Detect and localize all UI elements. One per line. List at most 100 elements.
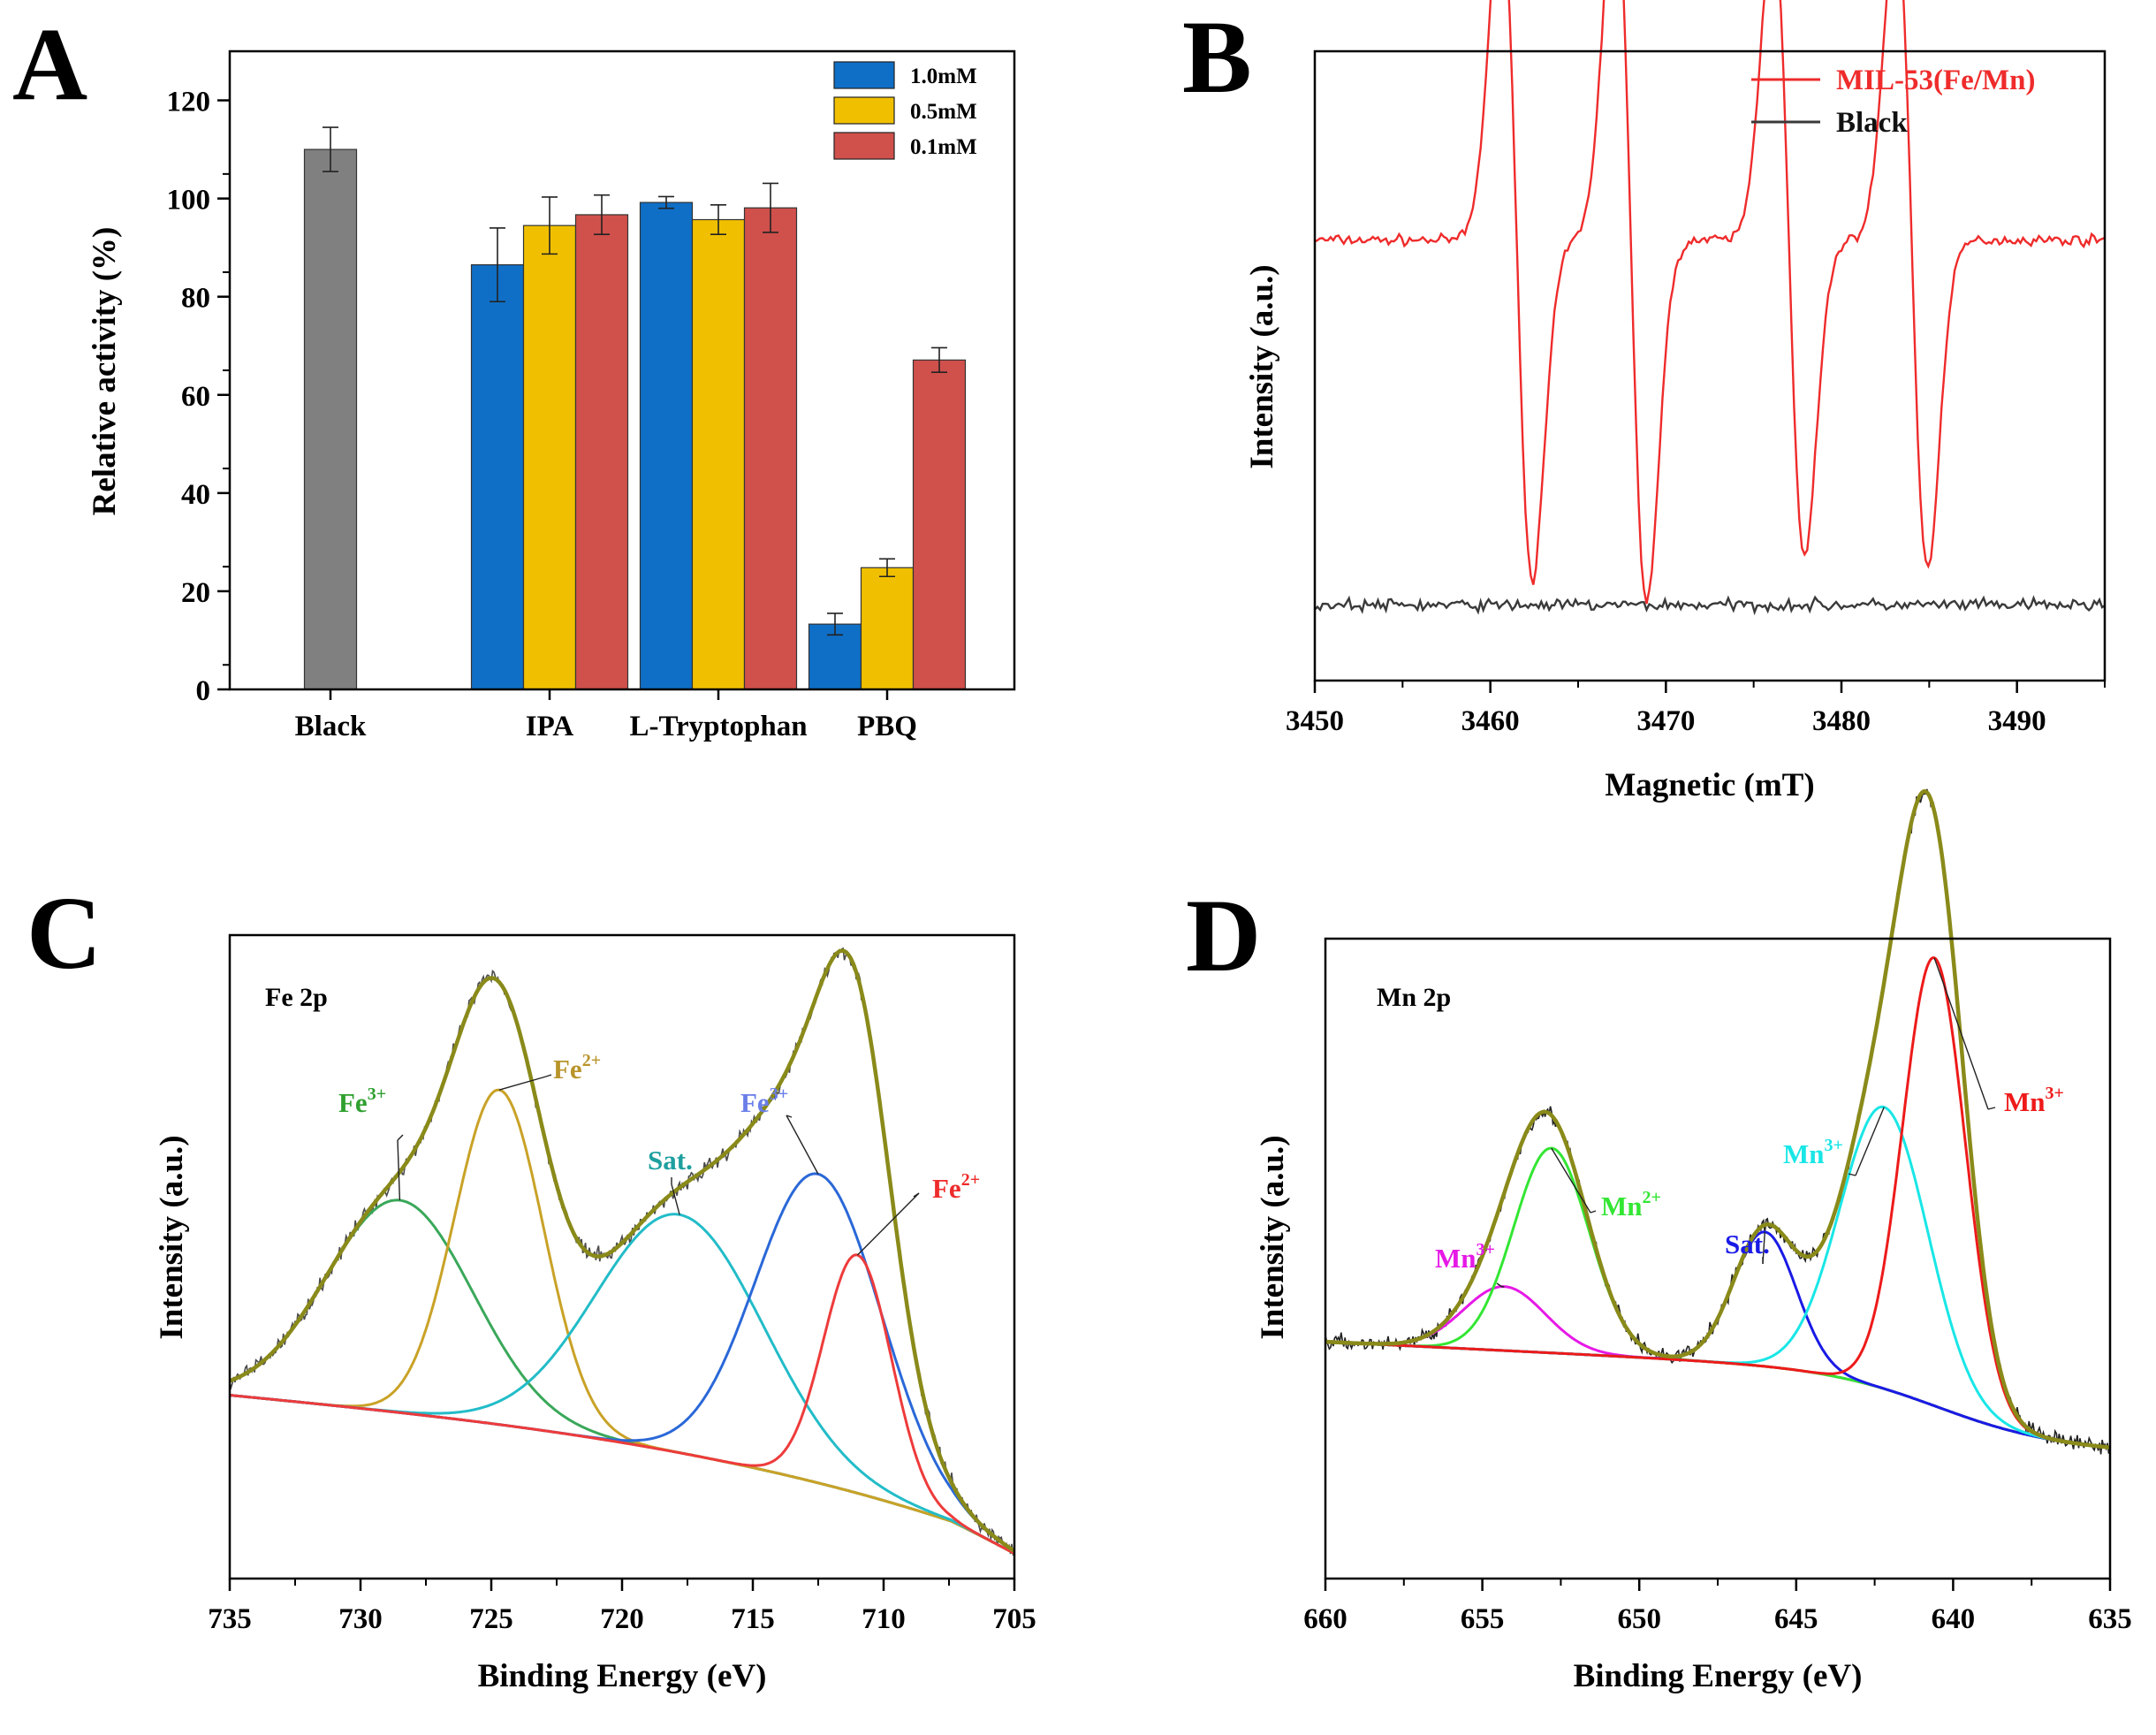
panel-d-spectra [1325,788,2111,1455]
legend-swatch-0 [833,61,895,89]
annotation-superscript: 2+ [1643,1188,1661,1207]
panel-letter-b: B [1182,0,1252,115]
spectrum-line-0 [1314,0,2106,605]
panel-letter-d: D [1186,878,1261,993]
panel-c-inset-label: Fe 2p [265,983,328,1012]
raw-spectrum-line [229,947,1015,1556]
bar-2-1 [691,218,746,690]
y-tick-label: 100 [167,185,211,217]
annotation-base: Mn [1783,1138,1825,1169]
panel-b-frame [1313,49,2107,682]
annotation-base: Mn [1435,1243,1477,1274]
y-tick-label: 20 [181,577,210,609]
annotation-arrow-4 [913,1192,920,1198]
annotation-arrow-1 [545,1074,552,1077]
annotation-base: Fe [553,1054,582,1084]
annotation-label-3: Mn3+ [1783,1136,1843,1169]
x-tick-label: 3460 [1461,705,1520,737]
panel-c-x-axis-title: Binding Energy (eV) [478,1658,767,1694]
annotation-leader-2 [671,1183,680,1215]
annotation-superscript: 3+ [770,1084,788,1104]
annotation-leader-3 [1855,1107,1885,1176]
background-line [229,1394,1015,1555]
annotation-label-4: Fe2+ [932,1170,980,1204]
panel-c-x-ticks: 735 730 725 720 715 710 705 [208,1579,1036,1635]
annotation-arrow-3 [786,1115,793,1118]
panel-b-legend: MIL-53(Fe/Mn) Black [1751,65,2035,139]
legend-label: 1.0mM [910,65,977,88]
panel-d-y-axis-title: Intensity (a.u.) [1255,1135,1291,1339]
panel-c-spectra [229,947,1016,1556]
annotation-leader-0 [397,1139,401,1201]
panel-b-x-ticks: 3450 3460 3470 3480 3490 [1286,681,2106,737]
panel-letter-a: A [12,6,87,122]
legend-swatch-2 [833,132,895,160]
annotation-base: Mn [1601,1191,1643,1221]
bar-0-control [303,148,358,690]
annotation-leader-3 [786,1115,819,1175]
legend-swatch-1 [833,96,895,125]
x-tick-label: 735 [208,1603,252,1635]
annotation-arrow-1 [1590,1210,1597,1214]
x-tick-label: 715 [731,1603,775,1635]
panel-d-inset-label: Mn 2p [1377,983,1451,1012]
panel-b-epr-chart: 3450 3460 3470 3480 3490 Magnetic (mT) Inten… [1244,0,2107,803]
x-tick-label: 720 [600,1603,644,1635]
y-tick-label: 0 [196,675,211,707]
annotation-base: Fe [932,1173,961,1204]
annotation-label-3: Fe3+ [740,1084,788,1118]
x-tick-label: 710 [862,1603,906,1635]
bar-1-0 [470,263,525,690]
legend-label: MIL-53(Fe/Mn) [1836,65,2035,96]
annotation-label-4: Mn3+ [2004,1084,2064,1117]
component-peak-4 [229,1253,1015,1555]
annotation-superscript: 3+ [1477,1240,1495,1259]
panel-c-annotations: Fe3+Fe2+Sat.Fe3+Fe2+ [338,1051,980,1256]
panel-a-error-bars [323,126,947,636]
panel-a-bars [303,148,967,690]
envelope-line [229,948,1016,1553]
bar-2-0 [639,202,694,690]
annotation-superscript: 2+ [582,1051,601,1070]
bar-1-2 [574,214,629,690]
x-tick-label: 655 [1461,1603,1505,1635]
annotation-arrow-0 [1496,1282,1503,1288]
component-peak-1 [1325,1146,2111,1450]
bar-1-1 [522,224,577,690]
annotation-superscript: 3+ [2046,1084,2064,1103]
annotation-label-1: Mn2+ [1601,1188,1661,1221]
annotation-arrow-0 [397,1134,404,1141]
x-tick-label: Black [295,711,367,742]
annotation-arrow-3 [1848,1173,1856,1176]
legend-label: Black [1836,107,1908,139]
panel-a-legend: 1.0mM 0.5mM 0.1mM [833,61,977,160]
panel-b-y-axis-title: Intensity (a.u.) [1244,264,1280,468]
x-tick-label: 730 [338,1603,383,1635]
bar-2-2 [743,207,798,690]
annotation-base: Mn [2004,1086,2046,1117]
bar-3-2 [912,359,967,690]
x-tick-label: 3450 [1286,705,1344,737]
panel-a-y-ticks: 0 20 40 60 80 100 120 [167,87,230,707]
annotation-label-2: Sat. [648,1145,693,1176]
y-tick-label: 120 [167,87,211,118]
background-line [1325,1340,2111,1450]
annotation-base: Sat. [1725,1229,1770,1259]
x-tick-label: 3490 [1988,705,2046,737]
panel-b-spectra [1314,0,2106,616]
annotation-leader-1 [498,1076,547,1091]
panel-d-xps-mn-chart: 660 655 650 645 640 635 Binding Energy (eV) I… [1255,788,2132,1694]
panel-c-y-axis-title: Intensity (a.u.) [154,1135,190,1339]
annotation-base: Fe [740,1087,770,1118]
x-tick-label: PBQ [857,711,917,742]
y-tick-label: 40 [181,479,210,511]
component-peak-4 [1325,956,2111,1450]
component-peak-3 [1325,1105,2111,1450]
legend-label: 0.1mM [910,135,977,159]
annotation-label-0: Mn3+ [1435,1240,1495,1274]
annotation-superscript: 2+ [961,1170,980,1190]
y-tick-label: 60 [181,381,210,413]
x-tick-label: 635 [2088,1603,2132,1635]
x-tick-label: 3470 [1636,705,1695,737]
